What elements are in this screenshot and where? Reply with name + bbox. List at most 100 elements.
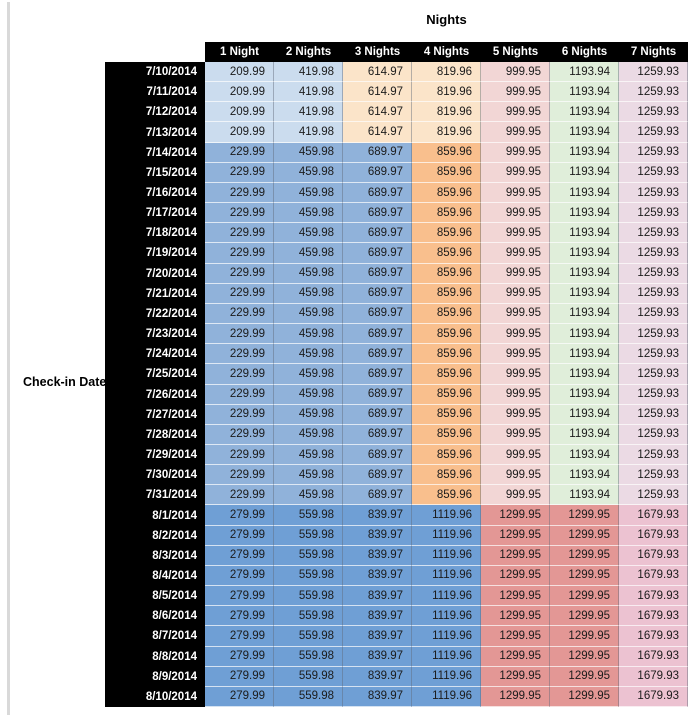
price-cell[interactable]: 209.99 [205, 82, 274, 103]
price-cell[interactable]: 229.99 [205, 203, 274, 224]
price-cell[interactable]: 859.96 [412, 182, 481, 204]
price-cell[interactable]: 999.95 [481, 303, 550, 325]
price-cell[interactable]: 1259.93 [619, 162, 688, 183]
row-header-date[interactable]: 8/5/2014 [105, 586, 205, 607]
price-cell[interactable]: 229.99 [205, 182, 274, 204]
column-header-3-nights[interactable]: 3 Nights [343, 42, 412, 62]
price-cell[interactable]: 1193.94 [550, 203, 619, 224]
price-cell[interactable]: 1193.94 [550, 364, 619, 385]
price-cell[interactable]: 209.99 [205, 62, 274, 83]
price-cell[interactable]: 1119.96 [412, 626, 481, 647]
price-cell[interactable]: 229.99 [205, 465, 274, 486]
price-cell[interactable]: 999.95 [481, 283, 550, 304]
price-cell[interactable]: 859.96 [412, 283, 481, 304]
price-cell[interactable]: 859.96 [412, 243, 481, 264]
row-header-date[interactable]: 8/7/2014 [105, 626, 205, 647]
price-cell[interactable]: 459.98 [274, 283, 343, 304]
price-cell[interactable]: 859.96 [412, 404, 481, 425]
price-cell[interactable]: 859.96 [412, 223, 481, 244]
price-cell[interactable]: 229.99 [205, 162, 274, 183]
price-cell[interactable]: 819.96 [412, 122, 481, 143]
price-cell[interactable]: 999.95 [481, 384, 550, 405]
price-cell[interactable]: 614.97 [343, 62, 412, 83]
price-cell[interactable]: 1299.95 [481, 606, 550, 627]
price-cell[interactable]: 1193.94 [550, 102, 619, 123]
price-cell[interactable]: 859.96 [412, 344, 481, 365]
price-cell[interactable]: 459.98 [274, 344, 343, 365]
price-cell[interactable]: 1299.95 [481, 586, 550, 607]
price-cell[interactable]: 459.98 [274, 364, 343, 385]
price-cell[interactable]: 559.98 [274, 565, 343, 587]
price-cell[interactable]: 1119.96 [412, 525, 481, 546]
column-header-2-nights[interactable]: 2 Nights [274, 42, 343, 62]
price-cell[interactable]: 1259.93 [619, 364, 688, 385]
price-cell[interactable]: 839.97 [343, 525, 412, 546]
price-cell[interactable]: 229.99 [205, 344, 274, 365]
price-cell[interactable]: 559.98 [274, 626, 343, 647]
price-cell[interactable]: 999.95 [481, 102, 550, 123]
row-header-date[interactable]: 7/11/2014 [105, 82, 205, 103]
price-cell[interactable]: 839.97 [343, 565, 412, 587]
price-cell[interactable]: 279.99 [205, 545, 274, 566]
price-cell[interactable]: 1679.93 [619, 525, 688, 546]
price-cell[interactable]: 689.97 [343, 162, 412, 183]
price-cell[interactable]: 1193.94 [550, 243, 619, 264]
price-cell[interactable]: 614.97 [343, 82, 412, 103]
price-cell[interactable]: 999.95 [481, 424, 550, 445]
price-cell[interactable]: 1299.95 [550, 626, 619, 647]
price-cell[interactable]: 1259.93 [619, 444, 688, 466]
price-cell[interactable]: 689.97 [343, 465, 412, 486]
price-cell[interactable]: 1299.95 [481, 686, 550, 707]
price-cell[interactable]: 229.99 [205, 485, 274, 506]
row-header-date[interactable]: 8/1/2014 [105, 505, 205, 526]
price-cell[interactable]: 229.99 [205, 444, 274, 466]
price-cell[interactable]: 459.98 [274, 465, 343, 486]
price-cell[interactable]: 819.96 [412, 82, 481, 103]
price-cell[interactable]: 279.99 [205, 686, 274, 707]
price-cell[interactable]: 689.97 [343, 283, 412, 304]
price-cell[interactable]: 1119.96 [412, 505, 481, 526]
price-cell[interactable]: 459.98 [274, 203, 343, 224]
price-cell[interactable]: 999.95 [481, 364, 550, 385]
price-cell[interactable]: 859.96 [412, 263, 481, 284]
price-cell[interactable]: 559.98 [274, 606, 343, 627]
price-cell[interactable]: 229.99 [205, 283, 274, 304]
price-cell[interactable]: 859.96 [412, 444, 481, 466]
price-cell[interactable]: 1259.93 [619, 344, 688, 365]
price-cell[interactable]: 999.95 [481, 182, 550, 204]
price-cell[interactable]: 1259.93 [619, 404, 688, 425]
price-cell[interactable]: 999.95 [481, 82, 550, 103]
price-cell[interactable]: 1259.93 [619, 122, 688, 143]
price-cell[interactable]: 1193.94 [550, 444, 619, 466]
price-cell[interactable]: 279.99 [205, 565, 274, 587]
price-cell[interactable]: 1119.96 [412, 606, 481, 627]
price-cell[interactable]: 1193.94 [550, 303, 619, 325]
price-cell[interactable]: 859.96 [412, 303, 481, 325]
price-cell[interactable]: 279.99 [205, 646, 274, 667]
price-cell[interactable]: 459.98 [274, 303, 343, 325]
price-cell[interactable]: 839.97 [343, 545, 412, 566]
row-header-date[interactable]: 7/18/2014 [105, 223, 205, 244]
price-cell[interactable]: 1259.93 [619, 424, 688, 445]
price-cell[interactable]: 279.99 [205, 606, 274, 627]
price-cell[interactable]: 839.97 [343, 586, 412, 607]
row-header-date[interactable]: 7/13/2014 [105, 122, 205, 143]
price-cell[interactable]: 819.96 [412, 102, 481, 123]
row-header-date[interactable]: 7/23/2014 [105, 324, 205, 345]
price-cell[interactable]: 229.99 [205, 243, 274, 264]
price-cell[interactable]: 1119.96 [412, 565, 481, 587]
row-header-date[interactable]: 7/31/2014 [105, 485, 205, 506]
price-cell[interactable]: 1193.94 [550, 324, 619, 345]
price-cell[interactable]: 1299.95 [481, 646, 550, 667]
price-cell[interactable]: 1259.93 [619, 243, 688, 264]
row-header-date[interactable]: 8/4/2014 [105, 565, 205, 587]
price-cell[interactable]: 1119.96 [412, 586, 481, 607]
price-cell[interactable]: 999.95 [481, 263, 550, 284]
price-cell[interactable]: 1299.95 [550, 565, 619, 587]
price-cell[interactable]: 1679.93 [619, 686, 688, 707]
price-cell[interactable]: 1193.94 [550, 62, 619, 83]
price-cell[interactable]: 279.99 [205, 525, 274, 546]
price-cell[interactable]: 689.97 [343, 182, 412, 204]
price-cell[interactable]: 1299.95 [550, 525, 619, 546]
price-cell[interactable]: 1119.96 [412, 545, 481, 566]
